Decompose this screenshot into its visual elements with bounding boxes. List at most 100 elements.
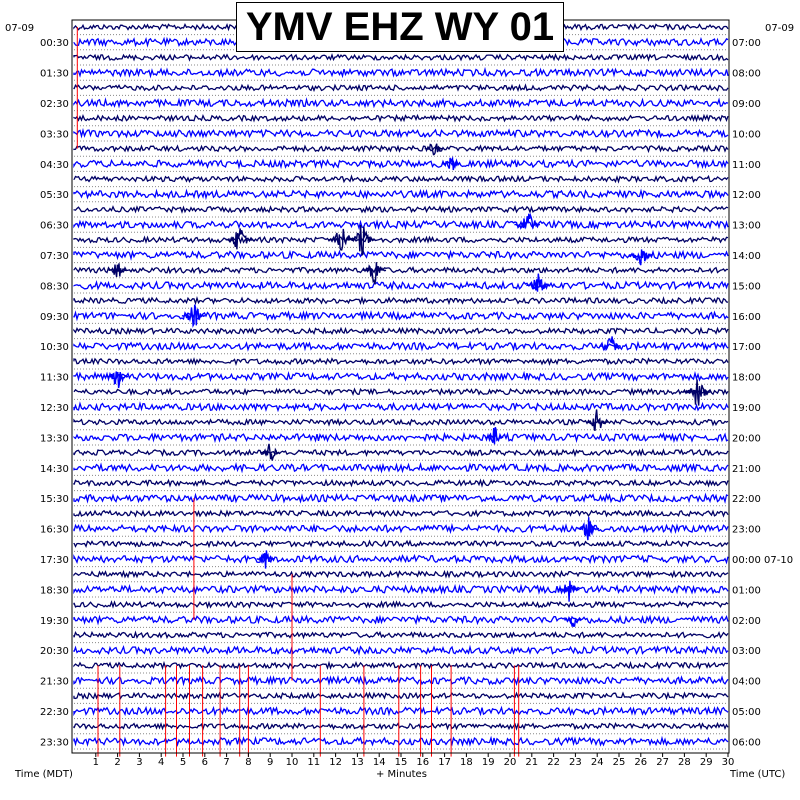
x-tick-label: 16	[416, 757, 429, 768]
trace-row	[73, 52, 729, 62]
x-tick-label: 13	[351, 757, 364, 768]
title-box: YMV EHZ WY 01	[236, 2, 564, 52]
left-date-label: 07-09	[5, 23, 34, 34]
x-tick-label: 9	[267, 757, 273, 768]
trace-row	[73, 614, 729, 626]
left-time-label: 19:30	[40, 616, 69, 627]
left-time-label: 13:30	[40, 433, 69, 444]
trace-row	[73, 417, 729, 427]
x-tick-label: 22	[547, 757, 560, 768]
trace-row	[73, 644, 729, 656]
left-time-label: 12:30	[40, 403, 69, 414]
right-time-label: 10:00	[732, 129, 761, 140]
event-burst	[564, 616, 582, 628]
trace-row	[73, 583, 729, 596]
trace-row	[73, 265, 729, 275]
trace-row	[73, 295, 729, 306]
right-time-label: 20:00	[732, 433, 761, 444]
seismic-events	[106, 143, 712, 628]
event-burst	[362, 262, 387, 285]
left-time-label: 17:30	[40, 555, 69, 566]
trace-row	[73, 600, 729, 609]
trace-row	[73, 705, 729, 717]
trace-row	[73, 326, 729, 336]
event-burst	[108, 263, 127, 278]
x-tick-label: 15	[395, 757, 408, 768]
trace-row	[73, 310, 729, 322]
left-time-label: 02:30	[40, 99, 69, 110]
left-time-label: 22:30	[40, 707, 69, 718]
event-burst	[106, 371, 129, 389]
left-time-label: 05:30	[40, 190, 69, 201]
left-time-labels: 00:30 01:30 02:30 03:30 04:30 05:30 06:30 07:30…	[40, 38, 69, 748]
trace-row	[73, 83, 729, 93]
right-time-label: 16:00	[732, 312, 761, 323]
left-time-label: 23:30	[40, 737, 69, 748]
event-burst	[442, 156, 460, 171]
trace-row	[73, 174, 729, 184]
trace-row	[73, 691, 729, 701]
right-time-label: 06:00	[732, 737, 761, 748]
right-time-labels: 07:00 08:00 09:00 10:00 11:00 12:00 13:00 14:00…	[732, 38, 793, 748]
x-tick-label: 29	[700, 757, 713, 768]
right-date-label: 07-09	[765, 23, 794, 34]
event-burst	[514, 212, 541, 230]
left-time-label: 10:30	[40, 342, 69, 353]
trace-row	[73, 674, 729, 687]
trace-row	[73, 249, 729, 261]
x-tick-label: 21	[525, 757, 538, 768]
x-tick-label: 27	[656, 757, 669, 768]
x-tick-label: 3	[136, 757, 142, 768]
trace-row	[73, 279, 729, 292]
event-burst	[424, 143, 443, 156]
x-tick-label: 30	[722, 757, 735, 768]
event-burst	[256, 550, 275, 569]
right-time-label: 23:00	[732, 525, 761, 536]
trace-row	[73, 97, 729, 109]
left-time-label: 11:30	[40, 373, 69, 384]
event-burst	[557, 580, 580, 602]
x-tick-label: 18	[460, 757, 473, 768]
trace-row	[73, 509, 729, 518]
trace-row	[73, 569, 729, 579]
x-tick-label: 25	[613, 757, 626, 768]
event-burst	[485, 426, 504, 445]
right-time-label: 05:00	[732, 707, 761, 718]
event-burst	[599, 336, 621, 352]
trace-row	[73, 66, 729, 79]
left-time-label: 15:30	[40, 494, 69, 505]
left-time-label: 18:30	[40, 585, 69, 596]
right-time-label: 03:00	[732, 646, 761, 657]
x-tick-label: 19	[482, 757, 495, 768]
right-time-label: 01:00	[732, 585, 761, 596]
right-time-label: 19:00	[732, 403, 761, 414]
trace-row	[73, 522, 729, 535]
trace-row	[73, 144, 729, 154]
x-axis-label: + Minutes	[376, 769, 427, 780]
trace-row	[73, 218, 729, 231]
x-tick-label: 12	[329, 757, 342, 768]
trace-row	[73, 721, 729, 731]
left-time-label: 07:30	[40, 251, 69, 262]
x-tick-label: 23	[569, 757, 582, 768]
left-time-label: 06:30	[40, 221, 69, 232]
right-time-label: 18:00	[732, 373, 761, 384]
right-time-label: 12:00	[732, 190, 761, 201]
right-time-label: 09:00	[732, 99, 761, 110]
left-time-label: 14:30	[40, 464, 69, 475]
trace-row	[73, 539, 729, 549]
left-time-label: 09:30	[40, 312, 69, 323]
trace-row	[73, 370, 729, 383]
right-time-label: 13:00	[732, 221, 761, 232]
right-time-label: 04:00	[732, 677, 761, 688]
trace-row	[73, 630, 729, 640]
x-tick-label: 6	[202, 757, 208, 768]
dotted-baselines	[74, 34, 728, 750]
right-time-label: 02:00	[732, 616, 761, 627]
event-burst	[260, 443, 280, 461]
trace-row	[73, 478, 729, 488]
right-time-label: 11:00	[732, 160, 761, 171]
x-tick-label: 8	[245, 757, 251, 768]
trace-row	[73, 188, 729, 201]
x-tick-label: 5	[180, 757, 186, 768]
